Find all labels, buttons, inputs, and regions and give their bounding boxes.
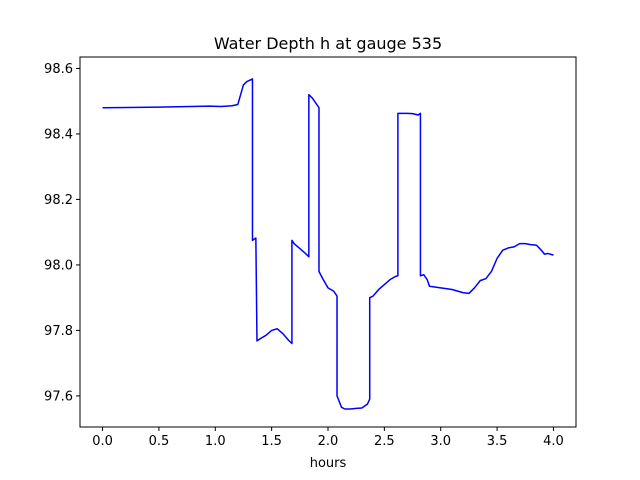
x-tick-label: 0.0 — [92, 434, 113, 449]
x-tick-label: 0.5 — [149, 434, 170, 449]
x-tick-label: 1.5 — [261, 434, 282, 449]
x-tick-label: 3.0 — [430, 434, 451, 449]
chart-title: Water Depth h at gauge 535 — [214, 34, 442, 53]
x-tick-label: 2.5 — [374, 434, 395, 449]
x-axis: 0.0 0.5 1.0 1.5 2.0 2.5 3.0 3.5 4.0 — [92, 427, 564, 449]
y-tick-label: 98.4 — [44, 127, 73, 142]
x-tick-label: 4.0 — [543, 434, 564, 449]
x-tick-label: 3.5 — [487, 434, 508, 449]
y-tick-label: 98.0 — [44, 258, 73, 273]
y-tick-label: 97.6 — [44, 389, 73, 404]
x-tick-label: 1.0 — [205, 434, 226, 449]
y-axis: 97.6 97.8 98.0 98.2 98.4 98.6 — [44, 62, 80, 404]
series-line-1 — [102, 78, 554, 410]
y-tick-label: 98.6 — [44, 62, 73, 77]
y-tick-label: 98.2 — [44, 193, 73, 208]
x-tick-label: 2.0 — [318, 434, 339, 449]
x-axis-label: hours — [310, 456, 347, 471]
y-tick-label: 97.8 — [44, 324, 73, 339]
